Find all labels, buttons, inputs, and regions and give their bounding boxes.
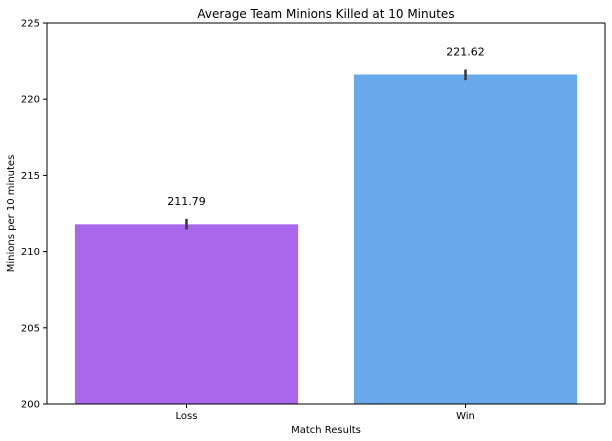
x-ticks: Loss Win: [176, 404, 475, 422]
data-label-loss: 211.79: [167, 195, 206, 208]
bar-loss: [74, 224, 299, 404]
chart-title: Average Team Minions Killed at 10 Minute…: [197, 7, 454, 21]
y-tick-label-220: 220: [21, 95, 40, 106]
y-tick-label-200: 200: [21, 400, 40, 411]
y-tick-label-210: 210: [21, 247, 40, 258]
y-tick-label-225: 225: [21, 19, 40, 30]
x-axis-title: Match Results: [291, 425, 361, 436]
y-tick-label-205: 205: [21, 323, 40, 334]
bar-win: [353, 74, 578, 404]
data-label-win: 221.62: [446, 45, 485, 58]
x-tick-label-win: Win: [456, 411, 475, 422]
y-tick-label-215: 215: [21, 171, 40, 182]
x-tick-label-loss: Loss: [176, 411, 198, 422]
y-ticks: 200 205 210 215 220 225: [21, 19, 47, 411]
plot-area: 211.79 221.62: [74, 45, 578, 404]
y-axis-title: Minions per 10 minutes: [6, 155, 17, 273]
